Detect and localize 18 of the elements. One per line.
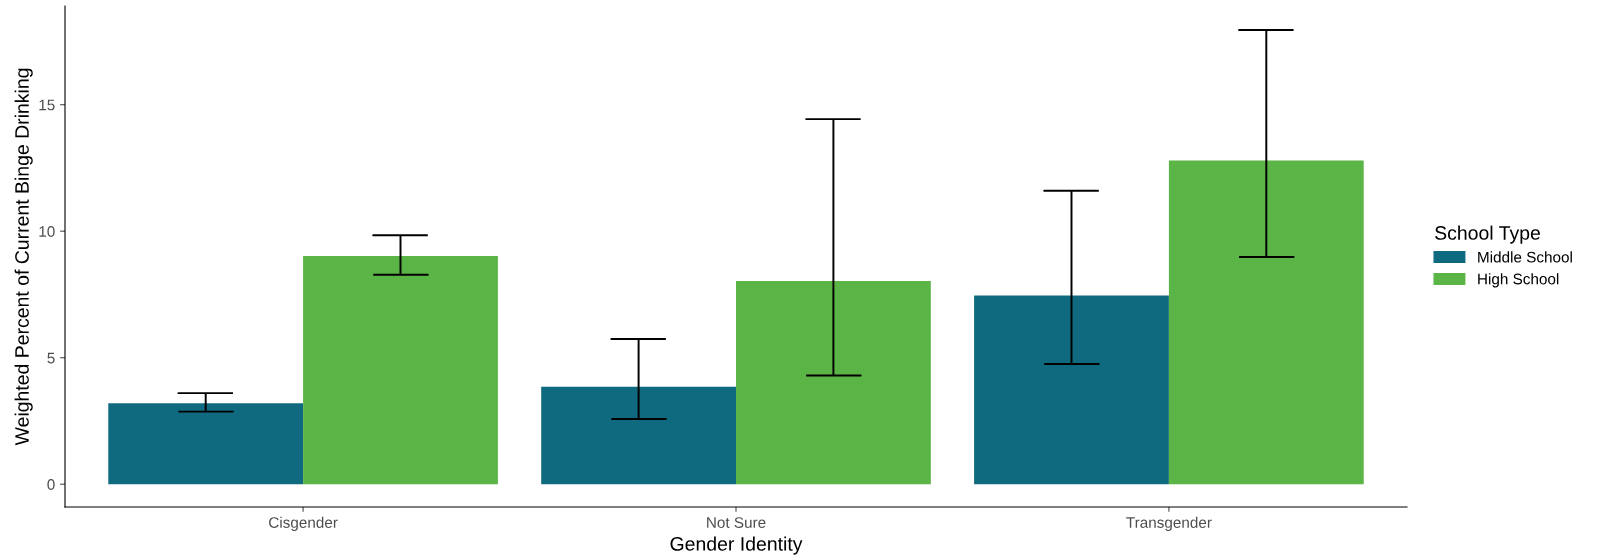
x-axis-title: Gender Identity xyxy=(670,536,803,555)
bar xyxy=(1168,160,1364,485)
y-axis-title: Weighted Percent of Current Binge Drinking xyxy=(14,68,33,446)
legend-title: School Type xyxy=(1435,225,1540,244)
y-tick-label: 10 xyxy=(39,226,55,237)
bar xyxy=(974,295,1169,485)
y-tick-label: 15 xyxy=(39,99,55,111)
bar xyxy=(541,386,736,485)
x-tick-label: Transgender xyxy=(1126,516,1212,531)
y-tick-label: 0 xyxy=(47,479,55,490)
bar xyxy=(108,403,304,485)
bar xyxy=(736,281,931,485)
x-tick-label: Not Sure xyxy=(707,517,766,528)
y-tick-label: 5 xyxy=(47,352,55,364)
bar xyxy=(303,255,498,485)
x-tick-label: Cisgender xyxy=(269,516,338,531)
legend-label: High School xyxy=(1478,273,1559,288)
legend-label: Middle School xyxy=(1478,251,1572,263)
